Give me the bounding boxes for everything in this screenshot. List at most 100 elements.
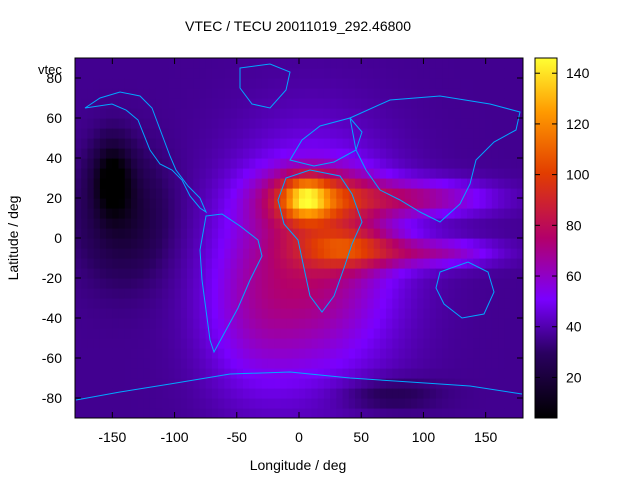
- heatmap-cell: [348, 268, 356, 279]
- heatmap-cell: [467, 198, 474, 209]
- heatmap-cell: [305, 108, 313, 119]
- heatmap-cell: [361, 198, 369, 209]
- heatmap-cell: [180, 318, 188, 329]
- heatmap-cell: [75, 308, 82, 319]
- heatmap-cell: [205, 388, 213, 399]
- heatmap-cell: [510, 318, 518, 329]
- heatmap-cell: [473, 348, 481, 359]
- heatmap-cell: [411, 318, 418, 329]
- heatmap-cell: [442, 228, 449, 239]
- heatmap-cell: [230, 58, 238, 69]
- heatmap-cell: [87, 248, 95, 259]
- heatmap-cell: [311, 148, 319, 159]
- heatmap-cell: [124, 258, 132, 269]
- heatmap-cell: [411, 188, 418, 199]
- heatmap-cell: [267, 168, 275, 179]
- heatmap-cell: [373, 328, 381, 339]
- heatmap-cell: [404, 298, 412, 309]
- heatmap-cell: [218, 158, 225, 169]
- x-tick-label: 50: [353, 429, 369, 445]
- heatmap-cell: [348, 358, 356, 369]
- heatmap-cell: [323, 178, 331, 189]
- heatmap-cell: [398, 178, 406, 189]
- heatmap-cell: [193, 238, 201, 249]
- heatmap-cell: [118, 58, 126, 69]
- heatmap-cell: [243, 128, 250, 139]
- heatmap-cell: [255, 108, 263, 119]
- heatmap-cell: [274, 328, 281, 339]
- heatmap-cell: [93, 158, 101, 169]
- coastline-asia: [349, 95, 521, 223]
- heatmap-cell: [348, 138, 356, 149]
- heatmap-cell: [460, 318, 468, 329]
- heatmap-cell: [448, 248, 456, 259]
- heatmap-cell: [473, 148, 481, 159]
- heatmap-cell: [187, 338, 194, 349]
- heatmap-cell: [460, 168, 468, 179]
- x-tick-label: -150: [98, 429, 126, 445]
- heatmap-cell: [467, 378, 474, 389]
- heatmap-cell: [317, 338, 325, 349]
- heatmap-cell: [286, 298, 294, 309]
- heatmap-cell: [448, 258, 456, 269]
- heatmap-cell: [379, 248, 387, 259]
- heatmap-cell: [342, 298, 350, 309]
- heatmap-cell: [361, 118, 369, 129]
- heatmap-cell: [299, 378, 306, 389]
- heatmap-cell: [87, 258, 95, 269]
- heatmap-cell: [168, 318, 176, 329]
- heatmap-cell: [398, 368, 406, 379]
- heatmap-cell: [342, 328, 350, 339]
- heatmap-cell: [155, 408, 163, 418]
- heatmap-cell: [323, 358, 331, 369]
- heatmap-cell: [367, 348, 375, 359]
- heatmap-cell: [491, 378, 499, 389]
- heatmap-cell: [137, 398, 145, 409]
- heatmap-cell: [193, 168, 201, 179]
- heatmap-cell: [168, 368, 176, 379]
- heatmap-cell: [118, 178, 126, 189]
- heatmap-cell: [423, 358, 431, 369]
- heatmap-cell: [448, 308, 456, 319]
- heatmap-cell: [162, 288, 169, 299]
- heatmap-cell: [99, 158, 107, 169]
- heatmap-cell: [137, 298, 145, 309]
- heatmap-cell: [131, 58, 138, 69]
- heatmap-cell: [205, 268, 213, 279]
- heatmap-cell: [149, 178, 157, 189]
- heatmap-cell: [336, 398, 344, 409]
- heatmap-cell: [255, 228, 263, 239]
- heatmap-cell: [448, 338, 456, 349]
- heatmap-cell: [286, 368, 294, 379]
- heatmap-cell: [336, 118, 344, 129]
- heatmap-cell: [498, 358, 505, 369]
- heatmap-cell: [162, 168, 169, 179]
- heatmap-cell: [280, 338, 288, 349]
- heatmap-cell: [498, 258, 505, 269]
- heatmap-cell: [180, 98, 188, 109]
- heatmap-cell: [473, 318, 481, 329]
- heatmap-cell: [429, 178, 437, 189]
- heatmap-cell: [317, 118, 325, 129]
- heatmap-cell: [149, 278, 157, 289]
- heatmap-cell: [112, 408, 120, 418]
- heatmap-cell: [261, 208, 269, 219]
- heatmap-cell: [411, 238, 418, 249]
- heatmap-cell: [149, 128, 157, 139]
- heatmap-cell: [510, 178, 518, 189]
- heatmap-cell: [168, 358, 176, 369]
- heatmap-cell: [267, 278, 275, 289]
- heatmap-cell: [274, 248, 281, 259]
- heatmap-cell: [168, 148, 176, 159]
- heatmap-cell: [429, 318, 437, 329]
- heatmap-cell: [423, 118, 431, 129]
- heatmap-cell: [299, 228, 306, 239]
- heatmap-cell: [187, 328, 194, 339]
- heatmap-cell: [218, 308, 225, 319]
- heatmap-cell: [435, 138, 443, 149]
- heatmap-cell: [323, 68, 331, 79]
- heatmap-cell: [373, 68, 381, 79]
- heatmap-cell: [292, 98, 300, 109]
- heatmap-cell: [479, 378, 487, 389]
- heatmap-cell: [386, 258, 393, 269]
